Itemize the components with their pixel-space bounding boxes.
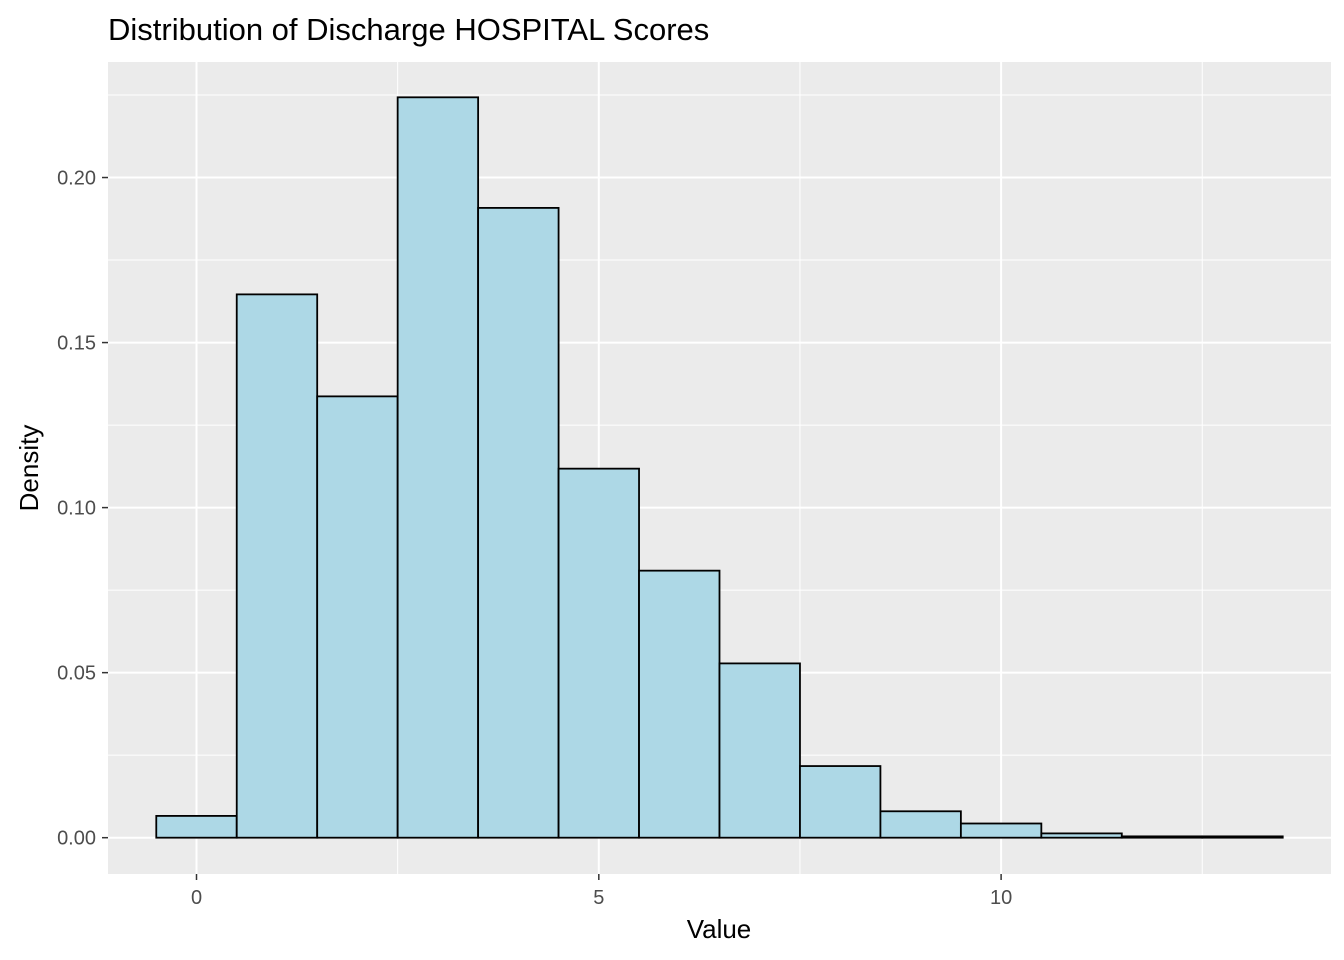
bars bbox=[155, 96, 1284, 839]
histogram-bar bbox=[638, 569, 721, 839]
histogram-bar bbox=[718, 662, 801, 839]
histogram-bar bbox=[1201, 835, 1284, 839]
chart-title: Distribution of Discharge HOSPITAL Score… bbox=[108, 12, 709, 47]
x-tick-label: 0 bbox=[191, 887, 202, 909]
x-tick-label: 5 bbox=[593, 887, 604, 909]
x-axis-title: Value bbox=[687, 914, 752, 944]
y-tick-label: 0.05 bbox=[57, 663, 96, 685]
histogram-bar bbox=[959, 822, 1043, 839]
histogram-bar bbox=[1040, 832, 1123, 839]
x-tick-label: 10 bbox=[990, 887, 1012, 909]
histogram-bar bbox=[557, 467, 640, 839]
histogram-bar bbox=[799, 765, 882, 839]
histogram-bar bbox=[879, 810, 962, 839]
y-tick-label: 0.00 bbox=[57, 828, 96, 850]
histogram-bar bbox=[235, 293, 319, 839]
histogram-bar bbox=[316, 395, 399, 839]
axes: 0.00 0.05 0.10 0.15 0.20 0 5 10 bbox=[57, 168, 1012, 909]
histogram-bar bbox=[1120, 835, 1204, 839]
histogram-bar bbox=[396, 96, 480, 839]
histogram-bar bbox=[155, 815, 238, 839]
y-tick-label: 0.10 bbox=[57, 498, 96, 520]
y-tick-label: 0.15 bbox=[57, 333, 96, 355]
histogram-bar bbox=[477, 206, 560, 839]
y-tick-label: 0.20 bbox=[57, 168, 96, 190]
y-axis-title: Density bbox=[14, 425, 44, 512]
